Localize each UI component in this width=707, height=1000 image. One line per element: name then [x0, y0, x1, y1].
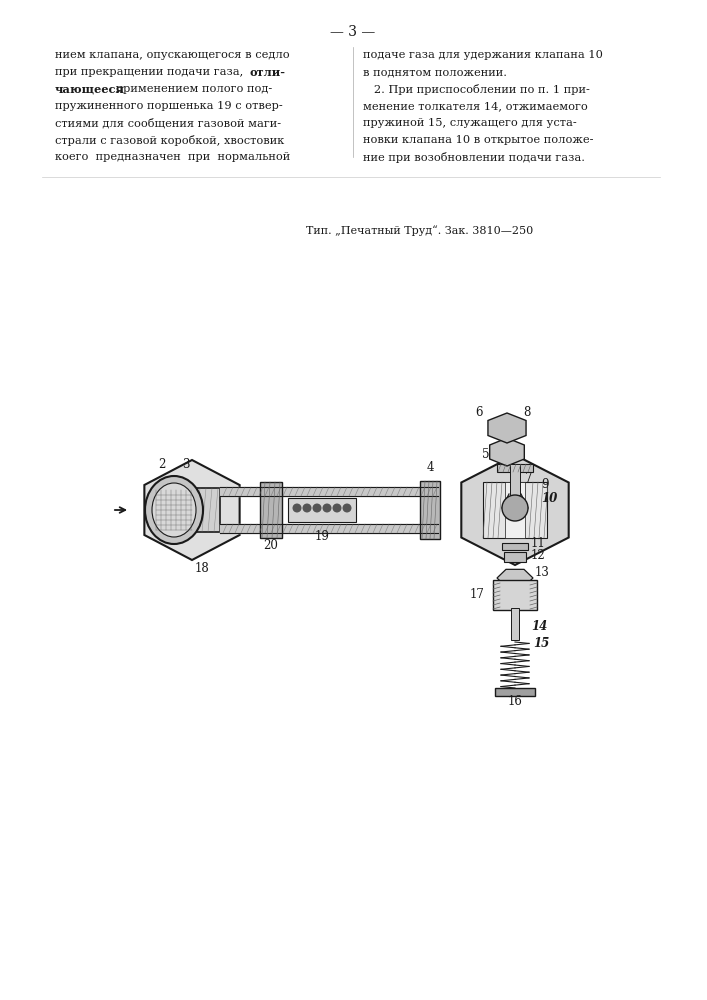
Bar — [510, 464, 520, 495]
Text: 4: 4 — [426, 461, 434, 474]
Text: 12: 12 — [531, 549, 546, 562]
Circle shape — [313, 504, 321, 512]
Text: коего  предназначен  при  нормальной: коего предназначен при нормальной — [55, 152, 291, 162]
Text: при прекращении подачи газа,: при прекращении подачи газа, — [55, 67, 247, 77]
Polygon shape — [461, 455, 568, 565]
Text: 9: 9 — [541, 478, 549, 491]
Polygon shape — [488, 413, 526, 443]
Text: 11: 11 — [531, 537, 546, 550]
Text: чающееся: чающееся — [55, 84, 125, 95]
Bar — [495, 688, 535, 696]
Text: 2. При приспособлении по п. 1 при-: 2. При приспособлении по п. 1 при- — [363, 84, 590, 95]
Text: 7: 7 — [525, 472, 532, 485]
Circle shape — [323, 504, 331, 512]
Text: 18: 18 — [194, 562, 209, 575]
Bar — [502, 543, 528, 550]
Text: 8: 8 — [523, 406, 530, 419]
Bar — [505, 482, 525, 538]
Text: 17: 17 — [470, 588, 485, 601]
Text: 19: 19 — [315, 530, 329, 543]
Text: 5: 5 — [482, 448, 490, 461]
Text: страли с газовой коробкой, хвостовик: страли с газовой коробкой, хвостовик — [55, 135, 284, 146]
Bar — [288, 498, 356, 522]
Text: пружиненного поршенька 19 с отвер-: пружиненного поршенька 19 с отвер- — [55, 101, 283, 111]
Circle shape — [293, 504, 300, 512]
Text: 3: 3 — [182, 458, 189, 471]
Text: 10: 10 — [541, 492, 557, 505]
Text: применением полого под-: применением полого под- — [112, 84, 272, 94]
Circle shape — [333, 504, 341, 512]
Bar — [420, 481, 440, 539]
Polygon shape — [490, 438, 525, 466]
Bar — [497, 464, 533, 472]
Circle shape — [343, 504, 351, 512]
Text: 2: 2 — [158, 458, 165, 471]
Text: 15: 15 — [533, 637, 549, 650]
Ellipse shape — [152, 483, 196, 537]
Text: — 3 —: — 3 — — [330, 25, 375, 39]
Text: новки клапана 10 в открытое положе-: новки клапана 10 в открытое положе- — [363, 135, 593, 145]
Text: подаче газа для удержания клапана 10: подаче газа для удержания клапана 10 — [363, 50, 603, 60]
Bar — [260, 482, 282, 538]
Text: 16: 16 — [508, 695, 522, 708]
Polygon shape — [144, 460, 240, 560]
Bar — [511, 608, 519, 640]
Bar — [504, 552, 526, 562]
Text: в поднятом положении.: в поднятом положении. — [363, 67, 507, 77]
Text: 20: 20 — [264, 539, 279, 552]
Text: стиями для сообщения газовой маги-: стиями для сообщения газовой маги- — [55, 118, 281, 129]
Bar — [493, 580, 537, 610]
Text: менение толкателя 14, отжимаемого: менение толкателя 14, отжимаемого — [363, 101, 588, 111]
Text: 14: 14 — [531, 620, 547, 633]
Bar — [164, 488, 220, 532]
Text: 13: 13 — [535, 566, 550, 579]
Text: пружиной 15, служащего для уста-: пружиной 15, служащего для уста- — [363, 118, 577, 128]
Ellipse shape — [145, 476, 203, 544]
Circle shape — [502, 495, 528, 521]
Circle shape — [303, 504, 311, 512]
Bar — [483, 482, 547, 538]
Text: 6: 6 — [476, 406, 483, 419]
Text: отли-: отли- — [250, 67, 286, 78]
Text: ние при возобновлении подачи газа.: ние при возобновлении подачи газа. — [363, 152, 585, 163]
Text: Тип. „Печатный Труд“. Зак. 3810—250: Тип. „Печатный Труд“. Зак. 3810—250 — [306, 225, 534, 236]
Text: нием клапана, опускающегося в седло: нием клапана, опускающегося в седло — [55, 50, 290, 60]
Polygon shape — [497, 569, 533, 587]
